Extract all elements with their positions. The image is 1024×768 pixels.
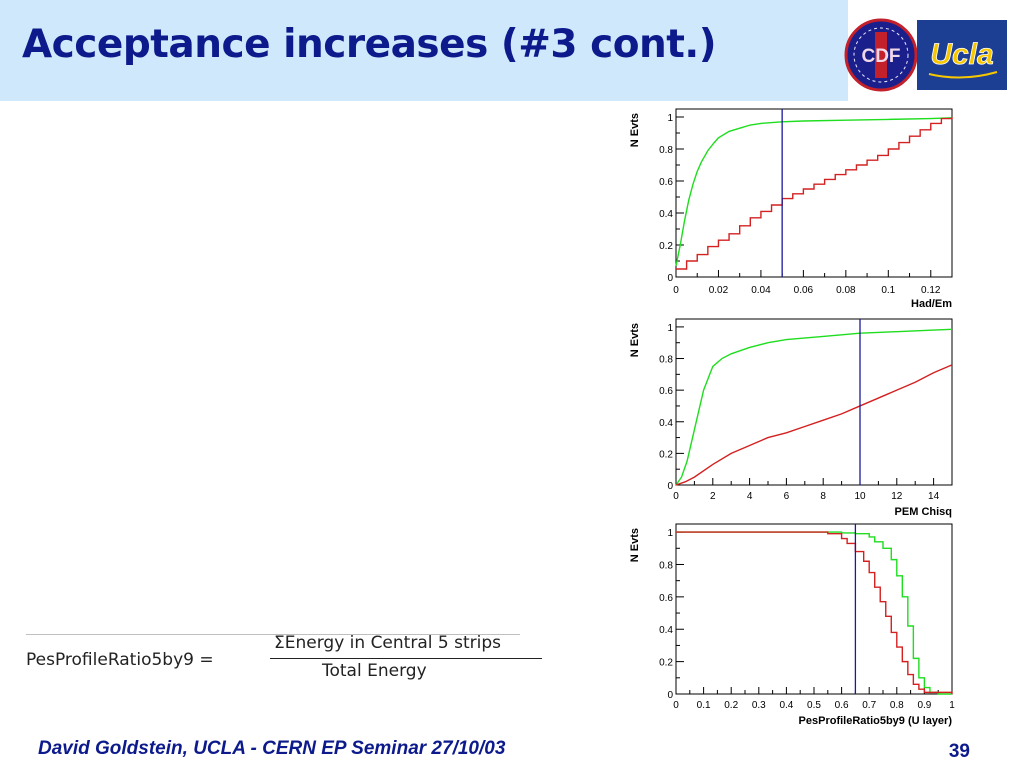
x-tick-label: 0.04	[751, 285, 771, 296]
y-tick-label: 0.8	[659, 560, 673, 571]
x-tick-label: 8	[820, 491, 826, 502]
x-tick-label: 0.1	[697, 700, 711, 711]
x-tick-label: 0.6	[835, 700, 849, 711]
series-line-0	[675, 117, 953, 266]
cdf-logo-text: CDF	[861, 46, 900, 67]
x-tick-label: 0.12	[921, 285, 941, 296]
series-line-1	[675, 364, 953, 486]
ucla-logo: Ucla	[917, 20, 1007, 90]
x-tick-label: 0.5	[807, 700, 821, 711]
cdf-logo: CDF	[844, 18, 918, 92]
series-line-0	[675, 328, 953, 486]
x-tick-label: 0.4	[779, 700, 793, 711]
formula-denominator: Total Energy	[322, 661, 427, 681]
x-tick-label: 0.08	[836, 285, 856, 296]
x-tick-label: 0	[673, 700, 679, 711]
y-tick-label: 0.8	[659, 145, 673, 156]
x-tick-label: 0.7	[862, 700, 876, 711]
x-tick-label: 6	[784, 491, 790, 502]
slide-title: Acceptance increases (#3 cont.)	[22, 22, 717, 67]
y-tick-label: 0	[667, 690, 673, 701]
footer-text: David Goldstein, UCLA - CERN EP Seminar …	[38, 738, 506, 759]
y-tick-label: 1	[667, 323, 673, 334]
x-tick-label: 1	[949, 700, 955, 711]
x-tick-label: 0.1	[881, 285, 895, 296]
plot-frame	[675, 523, 953, 695]
x-tick-label: 14	[928, 491, 940, 502]
y-tick-label: 0.6	[659, 177, 673, 188]
x-tick-label: 0.06	[794, 285, 814, 296]
plot-frame	[675, 318, 953, 486]
formula-divider	[26, 634, 520, 635]
x-tick-label: 0.9	[917, 700, 931, 711]
x-tick-label: 0.02	[709, 285, 729, 296]
y-tick-label: 0.4	[659, 418, 673, 429]
x-axis-label: PEM Chisq	[895, 506, 952, 518]
x-axis-label: PesProfileRatio5by9 (U layer)	[799, 715, 953, 727]
y-axis-label: N Evts	[629, 323, 641, 357]
x-tick-label: 12	[891, 491, 903, 502]
formula-numerator: ΣEnergy in Central 5 strips	[274, 633, 501, 653]
y-tick-label: 0.4	[659, 625, 673, 636]
y-tick-label: 0.2	[659, 449, 673, 460]
series-line-1	[676, 117, 953, 270]
chart-had-em: 0 0.02 0.04 0.06 0.08 0.1 0.12 0 0.2 0.4 0.6 0.8 1 N …	[629, 108, 953, 310]
x-axis-label: Had/Em	[911, 298, 952, 310]
formula: PesProfileRatio5by9 = ΣEnergy in Central…	[26, 628, 542, 690]
x-tick-label: 4	[747, 491, 753, 502]
chart-pem-chisq: 0 2 4 6 8 10 12 14 0 0.2 0.4 0.6 0.8 1 N Evts PEM Chisq	[629, 318, 953, 518]
x-tick-label: 10	[854, 491, 866, 502]
y-tick-label: 0.4	[659, 209, 673, 220]
plot-frame	[675, 108, 953, 278]
y-tick-label: 1	[667, 113, 673, 124]
x-tick-label: 0.3	[752, 700, 766, 711]
x-tick-label: 0	[673, 491, 679, 502]
ucla-logo-text: Ucla	[930, 38, 993, 71]
y-axis-label: N Evts	[629, 528, 641, 562]
y-tick-label: 0.2	[659, 658, 673, 669]
y-tick-label: 0	[667, 481, 673, 492]
x-tick-label: 2	[710, 491, 716, 502]
x-tick-label: 0.2	[724, 700, 738, 711]
y-tick-label: 0.2	[659, 241, 673, 252]
formula-lhs: PesProfileRatio5by9 =	[26, 650, 214, 670]
x-tick-label: 0.8	[890, 700, 904, 711]
chart-pes-profile-ratio: 0 0.1 0.2 0.3 0.4 0.5 0.6 0.7 0.8 0.9 1 0 0.2 0.4 0.6 0…	[629, 523, 955, 727]
title-band	[0, 0, 848, 101]
series-line-1	[676, 531, 953, 694]
y-tick-label: 0.6	[659, 386, 673, 397]
y-tick-label: 1	[667, 528, 673, 539]
x-tick-label: 0	[673, 285, 679, 296]
fraction-bar	[270, 658, 542, 659]
y-tick-label: 0.6	[659, 593, 673, 604]
y-tick-label: 0	[667, 273, 673, 284]
y-tick-label: 0.8	[659, 355, 673, 366]
page-number: 39	[948, 741, 970, 762]
y-axis-label: N Evts	[629, 113, 641, 147]
